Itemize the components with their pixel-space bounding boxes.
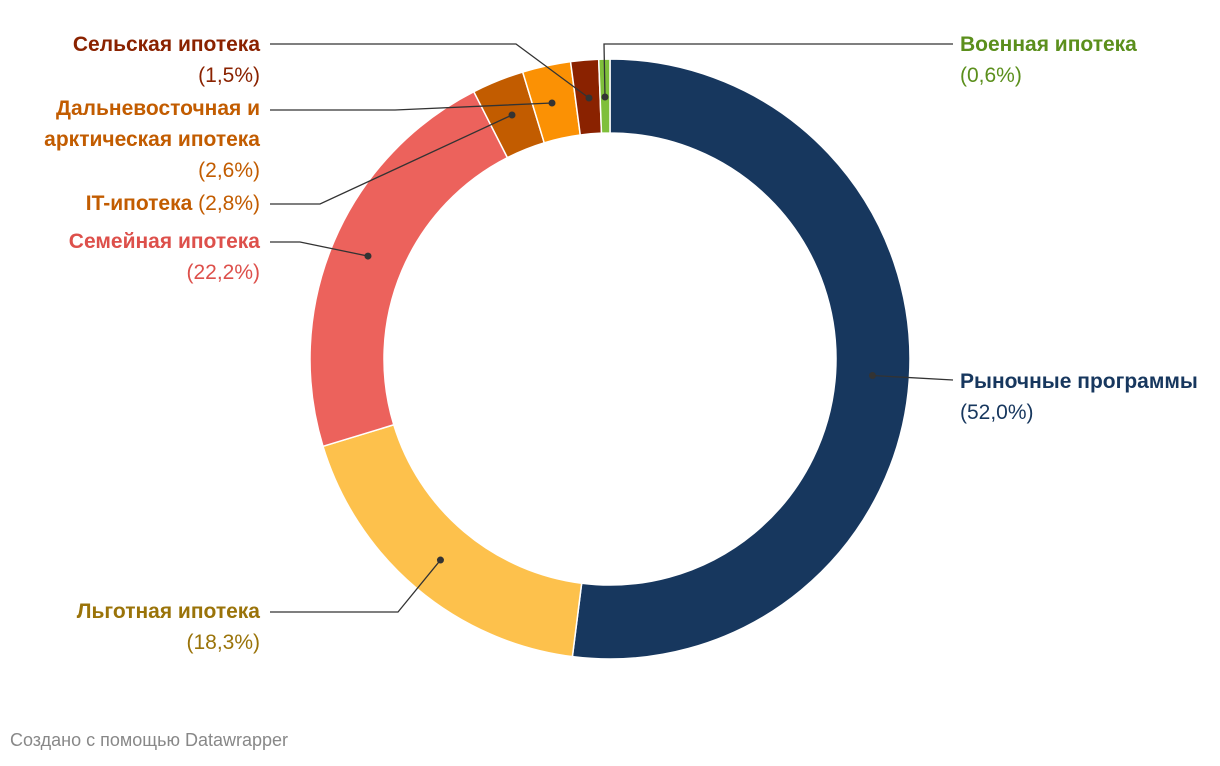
label-market-pct: (52,0%): [960, 401, 1034, 424]
leader-line-3: [270, 114, 513, 205]
label-preferential: Льготная ипотека (18,3%): [77, 596, 260, 658]
label-market-name: Рыночные программы: [960, 370, 1198, 393]
label-military: Военная ипотека (0,6%): [960, 29, 1137, 91]
label-preferential-name: Льготная ипотека: [76, 600, 260, 623]
label-market: Рыночные программы (52,0%): [960, 366, 1198, 428]
label-fareast: Дальневосточная и арктическая ипотека (2…: [44, 93, 260, 186]
label-family-name: Семейная ипотека: [68, 230, 260, 253]
label-military-name: Военная ипотека: [960, 33, 1137, 56]
leader-line-5: [270, 43, 590, 99]
leader-dot-0: [868, 372, 876, 380]
slice-1[interactable]: [322, 423, 583, 658]
leader-dot-1: [436, 556, 444, 564]
label-family: Семейная ипотека (22,2%): [69, 226, 260, 288]
slice-2[interactable]: [309, 90, 509, 448]
label-rural-pct: (1,5%): [198, 64, 260, 87]
label-rural-name: Сельская ипотека: [72, 33, 260, 56]
donut-slices: [309, 58, 911, 660]
leader-line-2: [270, 241, 369, 257]
leader-dot-5: [585, 94, 593, 102]
leader-line-0: [872, 374, 954, 381]
credit-text[interactable]: Создано с помощью Datawrapper: [10, 730, 289, 750]
label-rural: Сельская ипотека (1,5%): [73, 29, 260, 91]
label-military-pct: (0,6%): [960, 64, 1022, 87]
leader-dot-3: [508, 111, 516, 119]
label-it-name: IT-ипотека: [85, 192, 193, 215]
label-it: IT-ипотека (2,8%): [86, 188, 260, 219]
label-fareast-name-line2: арктическая ипотека: [44, 128, 260, 151]
leader-line-4: [270, 102, 553, 111]
leader-dot-4: [548, 99, 556, 107]
label-it-pct: (2,8%): [198, 192, 260, 215]
slice-0[interactable]: [571, 58, 911, 660]
label-family-pct: (22,2%): [186, 261, 260, 284]
leader-dot-2: [364, 252, 372, 260]
leader-lines: [270, 43, 954, 613]
leader-line-6: [603, 43, 953, 98]
leader-line-1: [270, 559, 441, 613]
label-fareast-name-line1: Дальневосточная и: [56, 97, 260, 120]
label-fareast-pct: (2,6%): [198, 159, 260, 182]
label-preferential-pct: (18,3%): [186, 631, 260, 654]
leader-dot-6: [601, 93, 609, 101]
